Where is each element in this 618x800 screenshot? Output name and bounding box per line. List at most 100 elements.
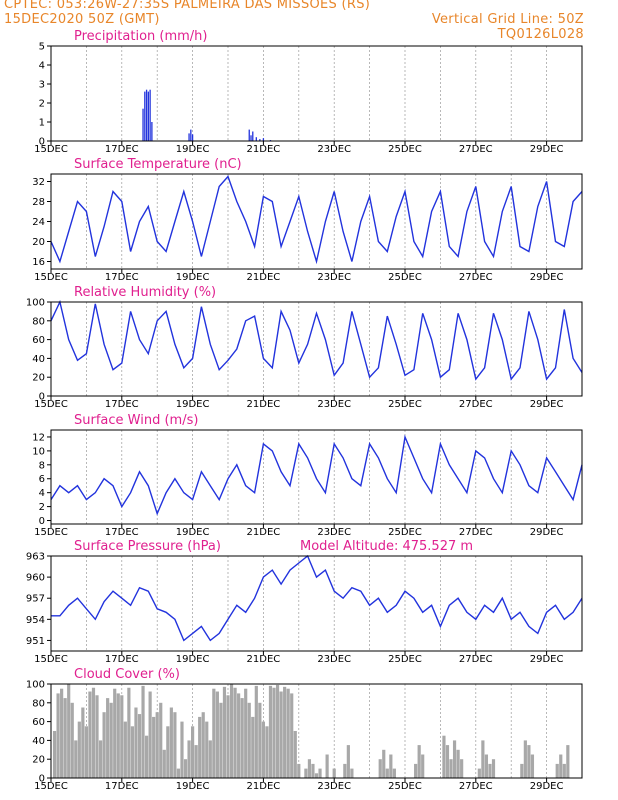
x-tick-label: 19DEC (176, 144, 210, 155)
data-bar (149, 89, 151, 141)
data-bar (147, 91, 149, 141)
y-tick-label: 10 (32, 446, 45, 457)
x-tick-label: 25DEC (388, 399, 422, 410)
data-bar (113, 688, 117, 778)
x-tick-label: 29DEC (530, 781, 564, 792)
data-bar (145, 89, 148, 141)
series-line (51, 554, 583, 642)
data-bar (229, 684, 234, 778)
data-bar (481, 740, 485, 778)
data-bar (254, 685, 258, 778)
header-station: CPTEC: 053:26W-27:35S PALMEIRA DAS MISSO… (4, 0, 371, 12)
x-tick-label: 21DEC (247, 144, 281, 155)
data-bar (491, 759, 496, 778)
data-bar (148, 691, 152, 778)
data-bar (212, 688, 216, 778)
x-tick-label: 23DEC (317, 272, 351, 283)
y-tick-label: 960 (26, 573, 45, 584)
data-bar (67, 684, 71, 778)
data-bar (248, 129, 250, 141)
panel-2: 16 20 24 28 32 15DEC 17DEC 19DEC 21DEC 23DEC 25DEC… (32, 157, 583, 283)
panel-title: Relative Humidity (%) (74, 285, 216, 300)
header-grid-line: Vertical Grid Line: 50Z (431, 12, 584, 27)
data-bar (265, 726, 269, 778)
x-tick-label: 15DEC (34, 272, 68, 283)
data-bar (74, 740, 78, 778)
data-bar (190, 129, 192, 141)
y-tick-label: 2 (39, 502, 45, 513)
data-bar (142, 108, 144, 141)
x-tick-label: 19DEC (176, 654, 210, 665)
x-tick-label: 29DEC (530, 654, 564, 665)
panel-title: Surface Wind (m/s) (74, 413, 198, 428)
data-bar (155, 712, 159, 778)
data-bar (527, 745, 531, 778)
x-tick-label: 25DEC (388, 527, 422, 538)
series-line (50, 299, 583, 381)
x-tick-label: 25DEC (388, 654, 422, 665)
data-bar (173, 712, 177, 778)
panel-3: 0 20 40 60 80 100 15DEC 17DEC 19DEC 21DEC 23DEC 25D… (26, 285, 583, 410)
data-bar (244, 688, 248, 778)
data-bar (88, 691, 92, 778)
data-bar (258, 702, 262, 778)
x-tick-label: 21DEC (247, 272, 281, 283)
data-bar (127, 687, 131, 778)
x-tick-label: 27DEC (459, 527, 493, 538)
data-bar (183, 759, 188, 778)
x-tick-label: 23DEC (317, 144, 351, 155)
x-tick-label: 19DEC (176, 272, 210, 283)
data-bar (201, 712, 205, 778)
data-bar (194, 745, 198, 778)
data-bar (255, 137, 257, 141)
y-tick-label: 24 (32, 217, 45, 228)
x-tick-label: 15DEC (34, 527, 68, 538)
data-bar (477, 768, 481, 778)
data-bar (417, 745, 421, 778)
x-tick-label: 21DEC (247, 527, 281, 538)
x-tick-label: 23DEC (317, 399, 351, 410)
data-bar (442, 735, 446, 778)
data-bar (141, 685, 145, 778)
plot-frame (50, 301, 583, 397)
data-bar (191, 134, 194, 141)
panel-title: Surface Temperature (nC) (74, 157, 242, 172)
x-tick-label: 23DEC (317, 781, 351, 792)
data-bar (180, 721, 184, 778)
data-bar (137, 714, 142, 778)
y-tick-label: 16 (32, 257, 45, 268)
data-bar (252, 131, 254, 141)
x-tick-label: 19DEC (176, 399, 210, 410)
y-tick-label: 12 (32, 432, 45, 443)
data-bar (259, 139, 261, 141)
data-bar (566, 745, 570, 778)
y-tick-label: 0 (39, 137, 45, 148)
x-tick-label: 27DEC (459, 654, 493, 665)
x-tick-label: 17DEC (105, 272, 139, 283)
panel-title: Precipitation (mm/h) (74, 29, 207, 44)
data-bar (208, 740, 212, 778)
data-bar (378, 759, 382, 778)
plot-frame (50, 555, 583, 652)
data-bar (169, 707, 173, 778)
data-bar (311, 763, 315, 778)
data-bar (452, 740, 457, 778)
plot-frame (50, 173, 583, 270)
data-bar (176, 768, 181, 778)
data-bar (233, 687, 237, 778)
data-bar (60, 688, 64, 778)
y-tick-label: 80 (32, 698, 45, 709)
panel-5: 951 954 957 960 963 15DEC 17DEC 19DEC 21DEC 23DEC… (26, 539, 583, 665)
y-tick-label: 20 (32, 373, 45, 384)
data-bar (134, 707, 138, 778)
data-bar (187, 740, 191, 778)
data-bar (106, 698, 110, 778)
x-tick-label: 29DEC (530, 144, 564, 155)
data-bar (240, 698, 244, 778)
x-tick-label: 17DEC (105, 654, 139, 665)
y-tick-label: 60 (32, 717, 45, 728)
x-tick-label: 17DEC (105, 144, 139, 155)
data-bar (120, 695, 124, 778)
data-bar (144, 91, 146, 141)
